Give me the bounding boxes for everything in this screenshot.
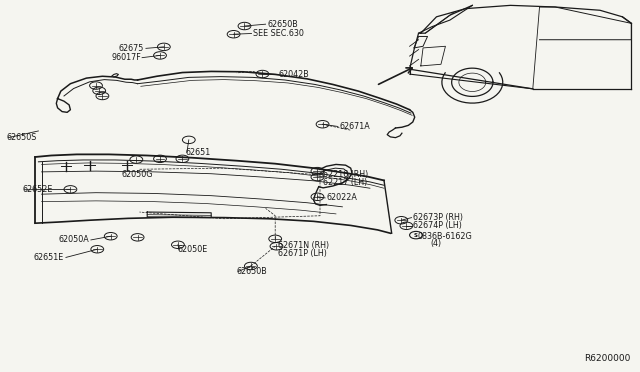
Text: 62671P (LH): 62671P (LH) bbox=[278, 249, 327, 258]
Text: 62652E: 62652E bbox=[22, 185, 52, 194]
Text: 62216 (RH): 62216 (RH) bbox=[323, 170, 369, 179]
Text: 62673P (RH): 62673P (RH) bbox=[413, 213, 463, 222]
Text: 62650B: 62650B bbox=[237, 267, 268, 276]
Text: 62674P (LH): 62674P (LH) bbox=[413, 221, 461, 230]
Text: 62650B: 62650B bbox=[268, 20, 298, 29]
Text: 62675: 62675 bbox=[118, 44, 144, 53]
Text: 62671N (RH): 62671N (RH) bbox=[278, 241, 330, 250]
Text: 62050A: 62050A bbox=[59, 235, 90, 244]
Text: R6200000: R6200000 bbox=[584, 354, 630, 363]
Text: SEE SEC.630: SEE SEC.630 bbox=[253, 29, 303, 38]
Text: 62050E: 62050E bbox=[178, 246, 208, 254]
Text: 62650S: 62650S bbox=[6, 133, 36, 142]
Text: 62042B: 62042B bbox=[278, 70, 309, 79]
Text: 62022A: 62022A bbox=[326, 193, 357, 202]
Text: 62651E: 62651E bbox=[34, 253, 64, 262]
Text: 0836B-6162G: 0836B-6162G bbox=[417, 232, 472, 241]
Text: 62050G: 62050G bbox=[122, 170, 153, 179]
Text: (4): (4) bbox=[430, 239, 441, 248]
Text: 62651: 62651 bbox=[186, 148, 211, 157]
Text: 96017F: 96017F bbox=[111, 53, 141, 62]
Text: 62671A: 62671A bbox=[339, 122, 370, 131]
Text: S: S bbox=[414, 232, 418, 238]
Text: 62217 (LH): 62217 (LH) bbox=[323, 178, 367, 187]
